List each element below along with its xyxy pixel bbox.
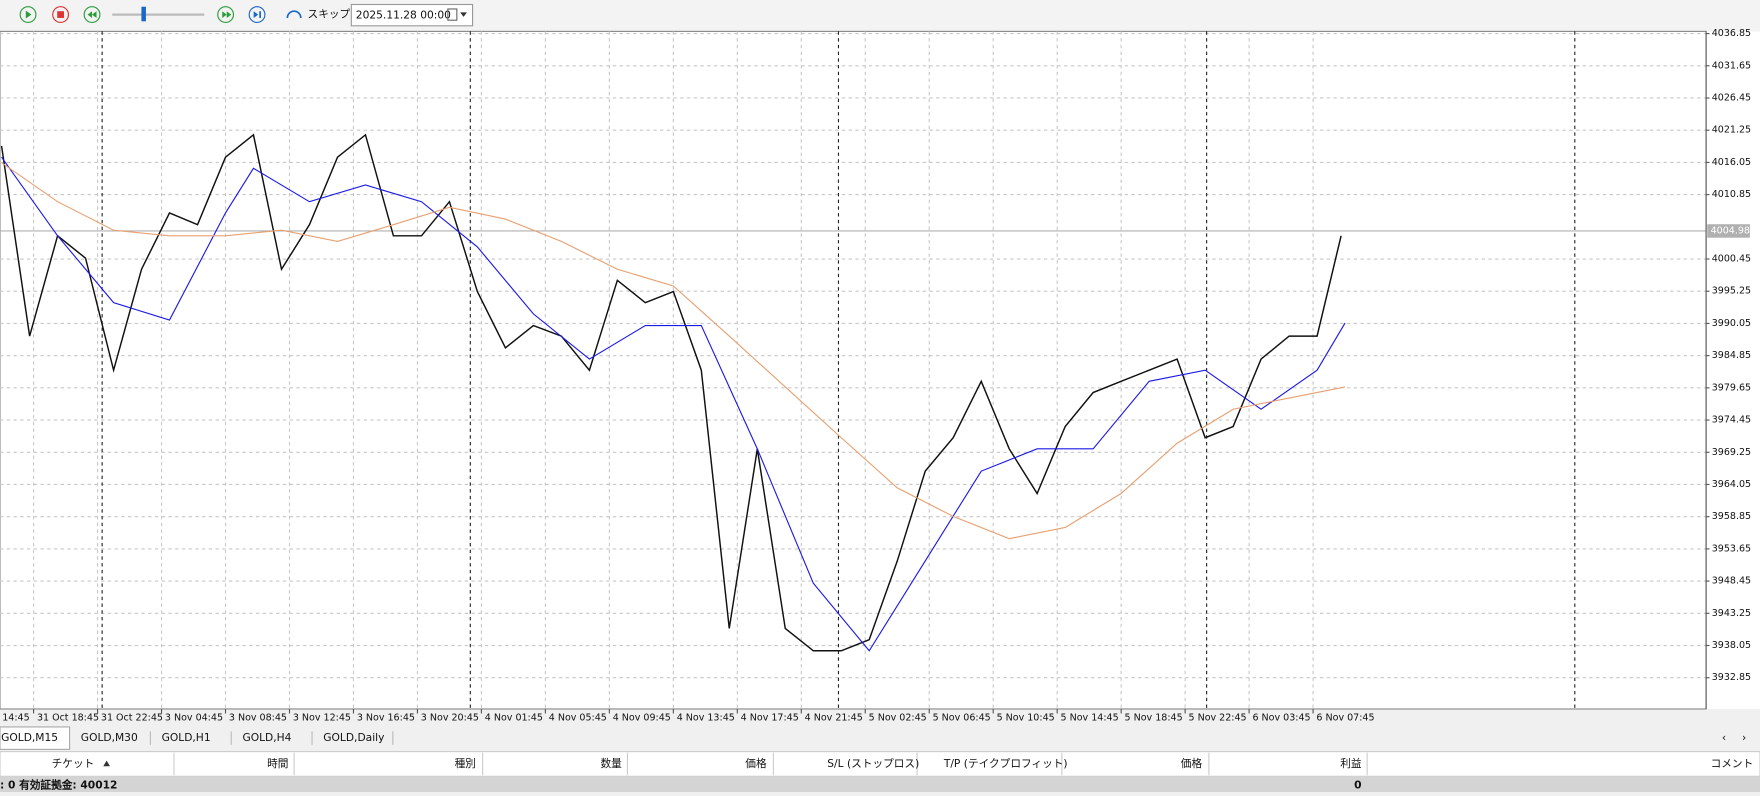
grid: [0, 31, 1707, 709]
y-tick-label: 4000.45: [1712, 254, 1751, 265]
tab[interactable]: GOLD,Daily: [323, 731, 384, 744]
x-tick-label: 4 Nov 05:45: [549, 712, 607, 723]
column-header[interactable]: S/L (ストップロス): [827, 757, 919, 770]
y-tick-label: 4036.85: [1712, 28, 1751, 39]
y-tick-label: 3932.85: [1712, 672, 1751, 683]
play-button[interactable]: [19, 6, 37, 23]
column-header[interactable]: 種別: [455, 757, 476, 770]
tab[interactable]: GOLD,M30: [81, 731, 138, 744]
y-tick-label: 3990.05: [1712, 318, 1751, 329]
column-header[interactable]: 数量: [601, 757, 623, 770]
y-tick-label: 3995.25: [1712, 286, 1751, 297]
toolbar: [0, 0, 1760, 31]
tab-active[interactable]: [0, 726, 71, 750]
y-tick-label: 3984.85: [1712, 350, 1751, 361]
x-tick-label: 3 Nov 12:45: [293, 712, 351, 723]
axes: 4036.85 4031.65 4026.45 4021.25 4016.05 4010.…: [2, 28, 1751, 723]
x-tick-label: 5 Nov 06:45: [933, 712, 991, 723]
y-tick-label: 3964.05: [1712, 479, 1751, 490]
price-line: [0, 133, 1342, 652]
summary-row: [0, 776, 1760, 792]
y-tick-label: 4010.85: [1712, 189, 1751, 200]
period-separators: [101, 31, 1576, 709]
calendar-icon[interactable]: [447, 8, 458, 21]
y-tick-label: 3943.25: [1712, 608, 1751, 619]
y-tick-label: 4016.05: [1712, 157, 1751, 168]
x-tick-label: 14:45: [2, 712, 29, 723]
x-tick-label: 31 Oct 18:45: [37, 712, 99, 723]
price-line: [1, 156, 1346, 652]
date-value[interactable]: 2025.11.28 00:00: [356, 9, 451, 22]
current-price-box: [1707, 224, 1750, 238]
y-tick-label: 3979.65: [1712, 382, 1751, 393]
column-header[interactable]: 価格: [745, 757, 767, 770]
x-tick-label: 4 Nov 13:45: [677, 712, 735, 723]
profit-value: 0: [1354, 778, 1361, 791]
x-tick-label: 6 Nov 03:45: [1252, 712, 1310, 723]
tab[interactable]: GOLD,M15: [1, 731, 58, 744]
summary-text: : 0 有効証拠金: 40012: [0, 778, 117, 791]
slider-thumb[interactable]: [141, 6, 146, 22]
x-tick-label: 3 Nov 16:45: [357, 712, 415, 723]
plot: [0, 133, 1707, 652]
x-tick-label: 4 Nov 21:45: [805, 712, 863, 723]
current-price-label: 4004.98: [1711, 225, 1750, 236]
skip-label[interactable]: スキップ: [308, 8, 351, 21]
tab-scroll-left[interactable]: ‹: [1722, 731, 1726, 744]
x-tick-label: 3 Nov 20:45: [421, 712, 479, 723]
step-button[interactable]: [248, 6, 266, 23]
y-tick-label: 3969.25: [1712, 447, 1751, 458]
x-tick-label: 3 Nov 04:45: [165, 712, 223, 723]
y-tick-label: 4031.65: [1712, 60, 1751, 71]
y-tick-label: 3953.65: [1712, 543, 1751, 554]
x-tick-label: 5 Nov 02:45: [869, 712, 927, 723]
x-tick-label: 5 Nov 10:45: [997, 712, 1055, 723]
x-tick-label: 4 Nov 17:45: [741, 712, 799, 723]
trade-table: チケット 時間 種別 数量 価格 S/L (ストップロス) T/P (テイクプロフィット) 価…: [52, 752, 1754, 776]
tab[interactable]: GOLD,H4: [242, 731, 291, 744]
y-tick-label: 3938.05: [1712, 640, 1751, 651]
column-header[interactable]: 時間: [267, 757, 288, 770]
y-tick-label: 4021.25: [1712, 125, 1751, 136]
x-tick-label: 4 Nov 09:45: [613, 712, 671, 723]
tab-scroll-right[interactable]: ›: [1742, 731, 1746, 744]
dropdown-arrow[interactable]: [460, 12, 467, 17]
tabs: GOLD,M15 GOLD,M30 GOLD,H1 GOLD,H4 GOLD,Daily: [0, 726, 394, 750]
x-tick-label: 6 Nov 07:45: [1316, 712, 1374, 723]
y-tick-label: 4026.45: [1712, 92, 1751, 103]
column-header[interactable]: 利益: [1340, 757, 1362, 770]
sort-arrow: [103, 760, 110, 767]
x-tick-label: 5 Nov 14:45: [1061, 712, 1119, 723]
tab-bar: [0, 726, 1760, 750]
y-tick-label: 3974.45: [1712, 415, 1751, 426]
column-header[interactable]: チケット: [52, 757, 95, 770]
date-field[interactable]: [350, 3, 474, 27]
x-tick-label: 5 Nov 18:45: [1125, 712, 1183, 723]
tab[interactable]: GOLD,H1: [162, 731, 211, 744]
x-tick-label: 5 Nov 22:45: [1188, 712, 1246, 723]
price-line: [1, 162, 1346, 540]
y-tick-label: 3948.45: [1712, 576, 1751, 587]
chart-area: [0, 30, 1707, 710]
column-header[interactable]: 価格: [1181, 757, 1203, 770]
x-tick-label: 3 Nov 08:45: [229, 712, 287, 723]
y-tick-label: 3958.85: [1712, 511, 1751, 522]
stop-button[interactable]: [52, 6, 70, 23]
x-tick-label: 31 Oct 22:45: [101, 712, 163, 723]
skip-icon: [286, 10, 302, 19]
x-tick-label: 4 Nov 01:45: [485, 712, 543, 723]
column-header[interactable]: コメント: [1711, 757, 1754, 770]
price-axis: [1706, 31, 1760, 709]
column-header[interactable]: T/P (テイクプロフィット): [943, 757, 1068, 770]
